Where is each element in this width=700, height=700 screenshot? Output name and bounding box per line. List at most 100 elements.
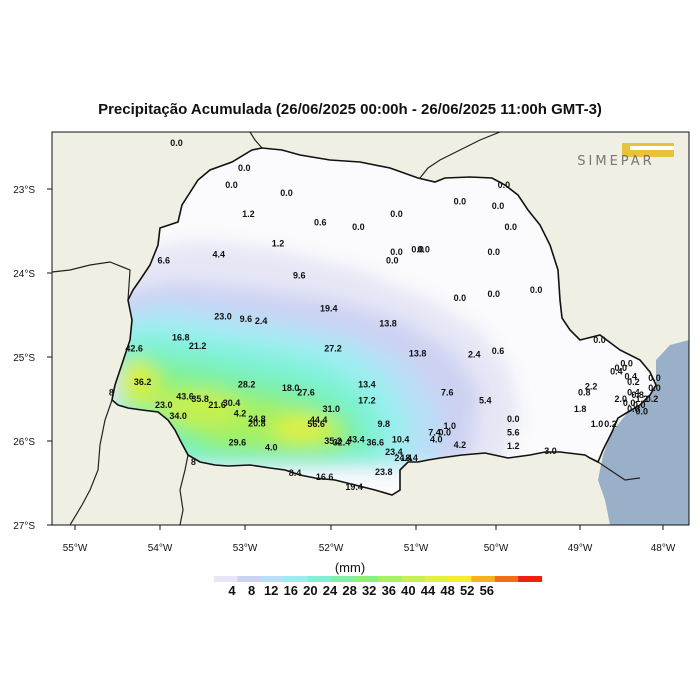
legend-color-swatch [284,576,309,582]
simepar-logo: SIMEPAR [577,143,674,169]
legend-color-swatch [354,576,379,582]
station-value: 1.2 [636,394,649,404]
station-value: 0.2 [604,419,617,429]
station-value: 0.0 [633,400,646,410]
legend-tick-label: 12 [264,583,278,598]
station-value: 2.0 [614,394,627,404]
station-value: 43.6 [176,392,194,402]
station-value: 32.4 [333,438,351,448]
station-value: 0.0 [454,197,467,207]
station-value: 10.4 [392,434,410,444]
station-value: 31.0 [323,404,341,414]
lon-label: 50°W [484,543,509,554]
station-value: 0.2 [627,377,640,387]
station-value: 27.2 [324,344,342,354]
station-value: 0.0 [614,363,627,373]
station-value: 0.0 [636,407,649,417]
station-value: 16.8 [172,333,190,343]
lon-label: 53°W [233,543,258,554]
station-value: 2.4 [255,316,268,326]
legend-tick-label: 36 [382,583,396,598]
legend-tick-label: 28 [342,583,356,598]
station-value: 44.4 [310,415,328,425]
station-value: 13.4 [358,380,376,390]
station-value: 0.6 [492,346,505,356]
station-value: 9.6 [240,314,253,324]
legend-color-swatch [518,576,543,582]
lat-axis-labels: 23°S 24°S 25°S 26°S 27°S [13,185,35,532]
station-value: 0.4 [627,387,640,397]
station-value: 7.4 [428,428,441,438]
lon-label: 48°W [651,543,676,554]
legend-color-swatch [424,576,449,582]
station-value: 0.0 [530,285,543,295]
legend-color-swatch [471,576,496,582]
station-value: 0.0 [593,335,606,345]
legend-color-swatch [260,576,285,582]
legend-tick-label: 4 [228,583,236,598]
ocean-area [598,340,689,525]
station-value: 0.8 [578,387,591,397]
station-value: 0.0 [417,245,430,255]
station-value: 21.6 [208,400,226,410]
precipitation-field [112,240,520,470]
lon-axis-labels: 55°W 54°W 53°W 52°W 51°W 50°W 49°W 48°W [63,543,676,554]
lat-label: 25°S [13,353,35,364]
station-value: 30.4 [223,398,241,408]
station-value: 1.0 [591,419,604,429]
station-value: 24.8 [248,414,266,424]
legend-colorbar [214,576,543,582]
station-value: 7.6 [441,387,454,397]
station-value: 20.8 [248,418,266,428]
station-value: 0.0 [627,404,640,414]
legend-unit-label: (mm) [334,560,366,575]
station-value: 0.0 [390,247,403,257]
station-value: 0.0 [488,289,501,299]
station-value: 8 [191,457,196,467]
station-value: 4.0 [265,443,278,453]
map-frame [51,131,690,526]
station-value: 36.6 [367,438,385,448]
legend-tick-label: 16 [284,583,298,598]
legend-color-swatch [237,576,262,582]
legend-tick-label: 8 [248,583,255,598]
station-value: 4.2 [234,408,247,418]
station-value: 1.0 [444,421,457,431]
station-value: 0.0 [390,209,403,219]
station-value: 23.4 [385,447,403,457]
station-value: 35.8 [191,394,209,404]
station-value: 29.6 [229,438,247,448]
lon-label: 54°W [148,543,173,554]
station-value: 0.0 [488,247,501,257]
station-value: 21.2 [189,341,207,351]
state-parana-outline [111,147,657,496]
lon-label: 51°W [404,543,429,554]
legend-tick-label: 56 [480,583,494,598]
station-value: 23.8 [375,467,393,477]
station-value: 9.6 [293,271,306,281]
legend-color-swatch [448,576,472,582]
station-value: 23.0 [155,400,173,410]
legend-tick-labels: 4 8 12 16 20 24 28 32 36 40 44 48 52 56 [228,583,494,598]
station-value: 2.2 [585,381,598,391]
legend-tick-label: 40 [401,583,415,598]
station-value: 1.2 [272,239,285,249]
station-value: 1.2 [242,209,255,219]
legend-color-swatch [377,576,402,582]
station-value: 2.4 [468,350,481,360]
station-value: 0.0 [238,163,251,173]
lon-label: 49°W [568,543,593,554]
station-value: 0.0 [648,383,661,393]
legend-tick-label: 24 [323,583,338,598]
station-value: 0.0 [492,201,505,211]
station-values: 0.00.00.00.01.20.6 0.00.00.0 0.00.00.01.20… [109,138,661,492]
lat-label: 24°S [13,269,35,280]
station-value: 0.0 [280,188,293,198]
map-title: Precipitação Acumulada (26/06/2025 00:00… [98,101,602,118]
station-value: 36.2 [134,377,152,387]
station-value: 0.0 [170,138,183,148]
lat-ticks [47,188,52,526]
country-borders [52,132,641,525]
station-value: 42.6 [125,344,143,354]
station-value: 18.0 [282,383,300,393]
